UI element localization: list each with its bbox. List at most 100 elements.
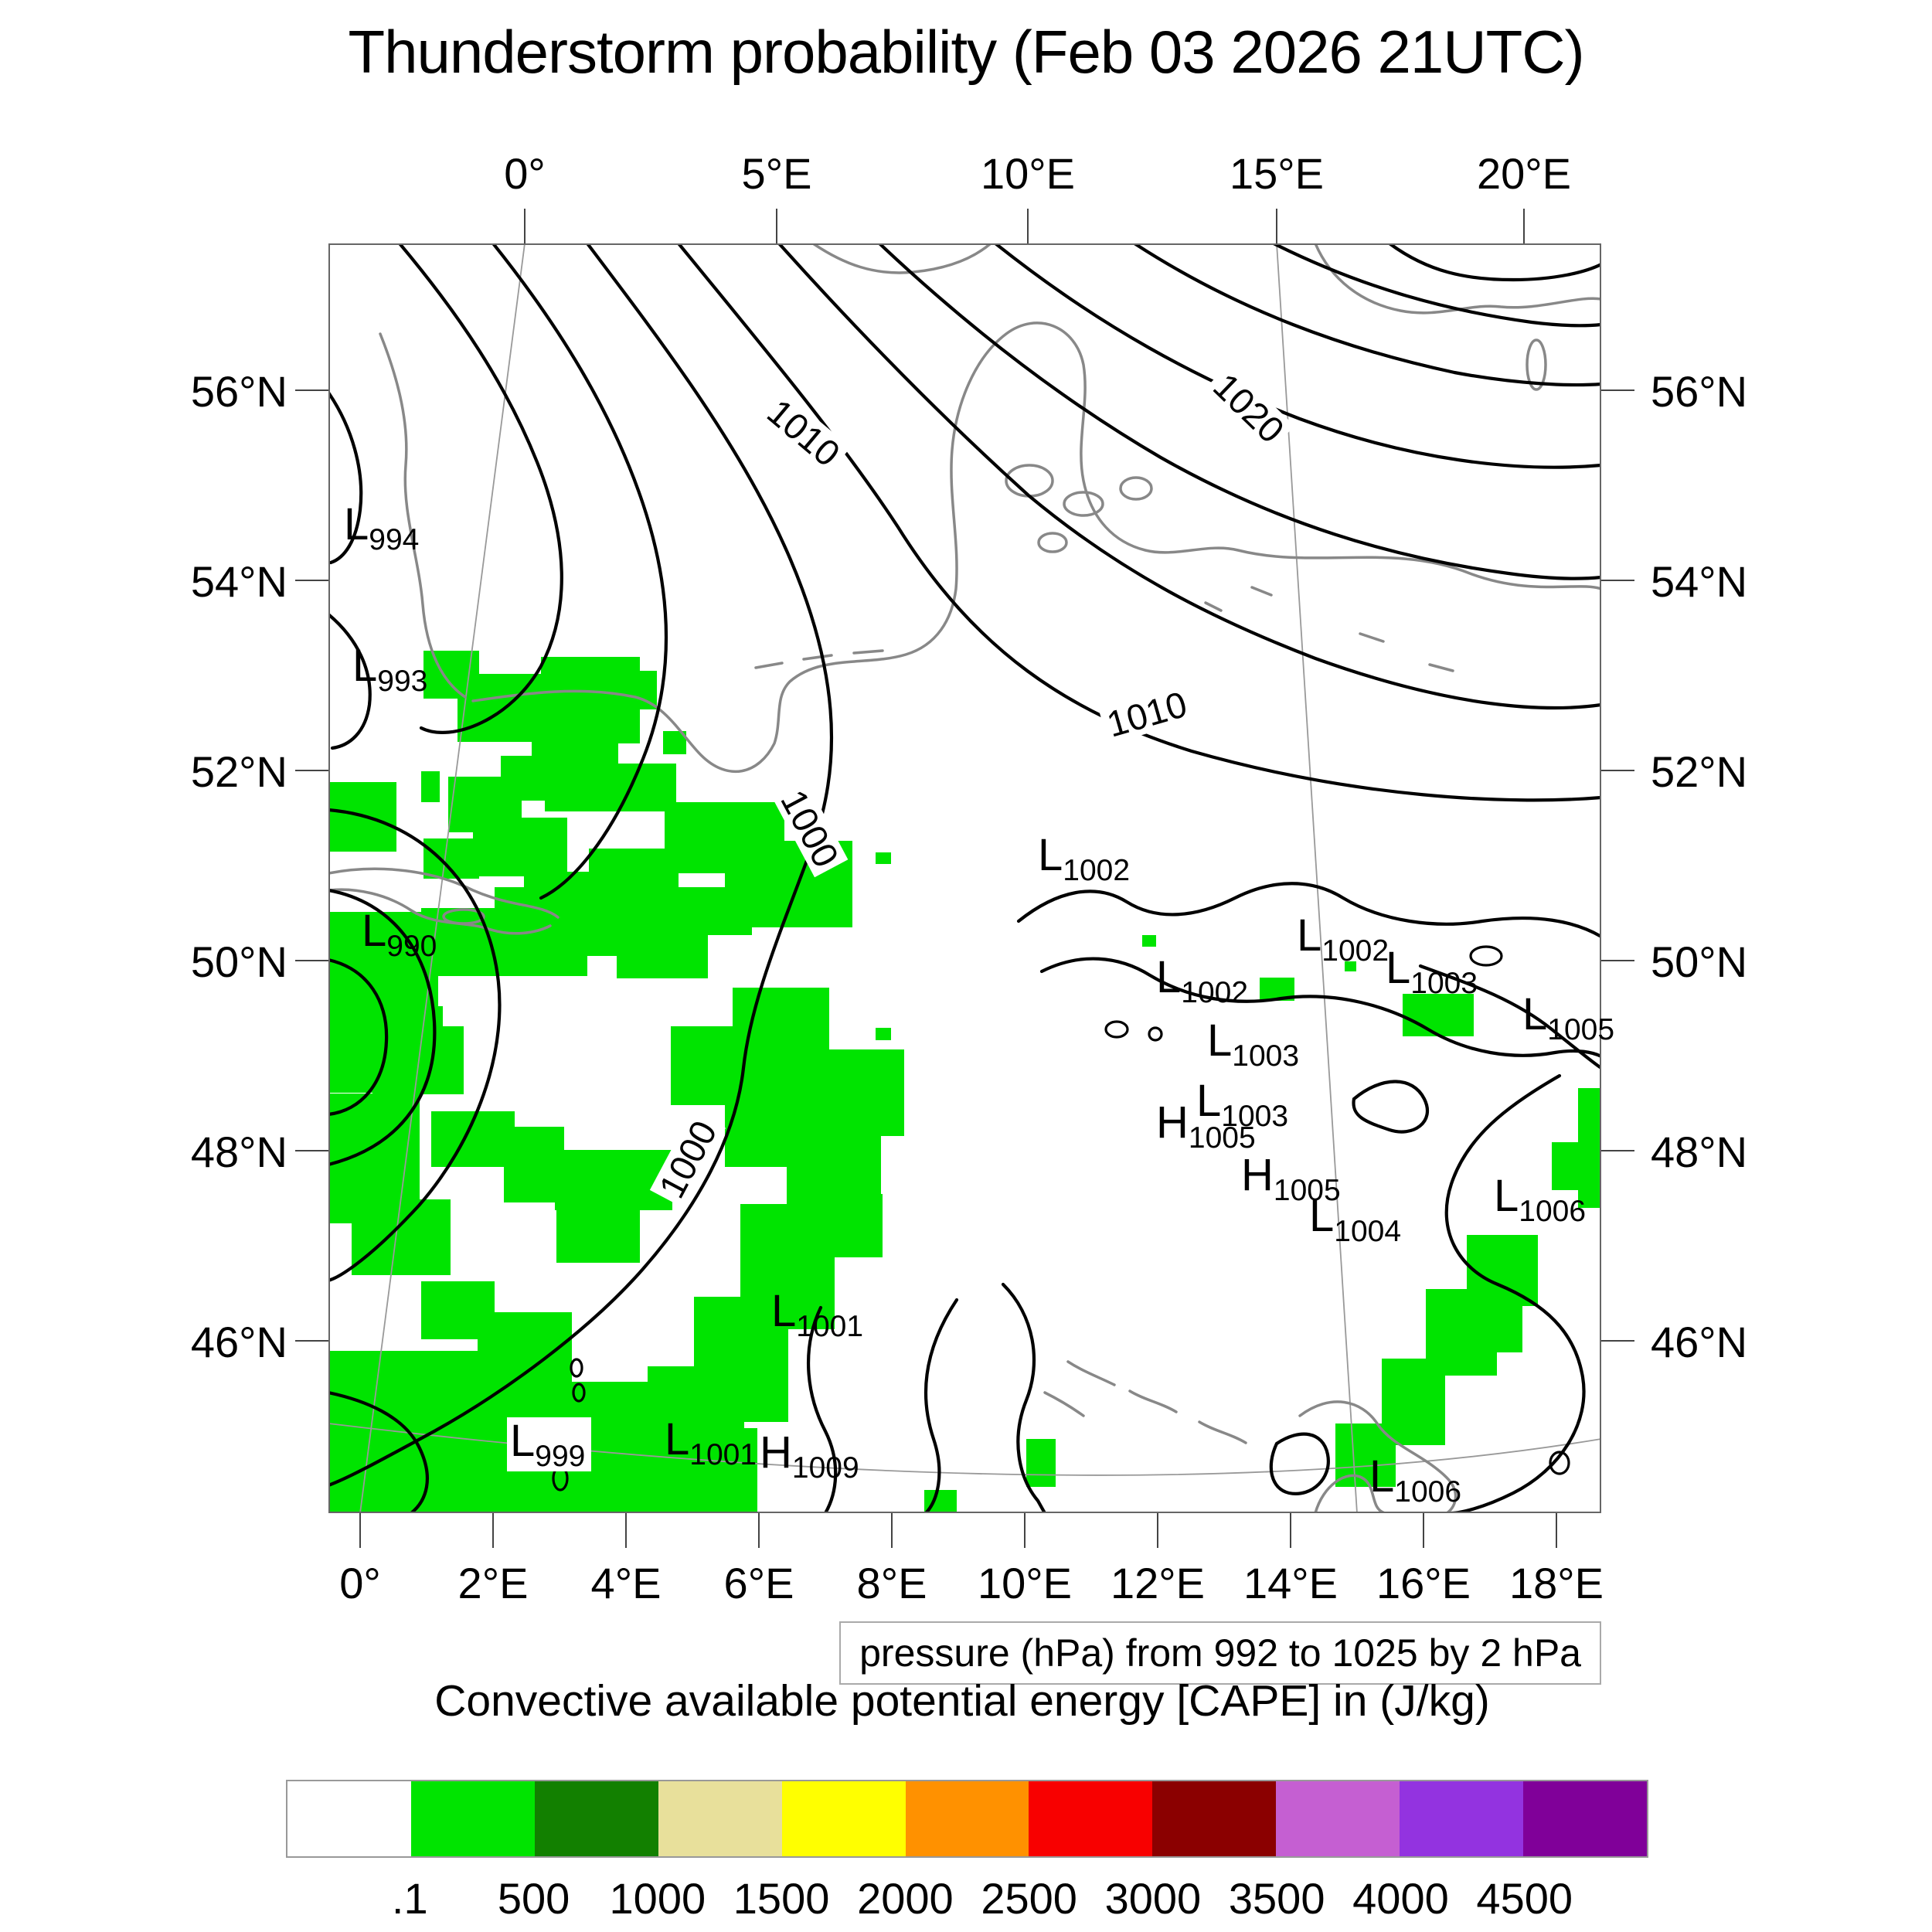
right-axis-tick xyxy=(1601,1150,1634,1151)
bottom-axis-tick xyxy=(1157,1513,1158,1548)
left-axis-label: 48°N xyxy=(190,1128,287,1176)
pressure-center-label: L1003 xyxy=(1386,946,1478,999)
bottom-axis-tick xyxy=(1423,1513,1424,1548)
pressure-center-letter: L xyxy=(771,1286,797,1336)
right-axis-tick xyxy=(1601,770,1634,771)
bottom-axis-tick xyxy=(625,1513,627,1548)
top-axis-tick xyxy=(1027,209,1029,243)
pressure-center-value: 990 xyxy=(386,930,437,963)
top-axis-tick xyxy=(524,209,526,243)
right-axis-tick xyxy=(1601,580,1634,581)
pressure-center-label: L1002 xyxy=(1156,955,1248,1009)
pressure-center-value: 1001 xyxy=(796,1310,864,1343)
pressure-center-value: 1003 xyxy=(1410,967,1478,1000)
pressure-center-label: L1001 xyxy=(665,1414,757,1471)
left-axis-tick xyxy=(295,580,328,581)
colorbar-tick-label: 3000 xyxy=(1104,1874,1202,1923)
pressure-center-label: L1006 xyxy=(1369,1451,1461,1508)
bottom-axis-label: 10°E xyxy=(977,1559,1073,1607)
colorbar-segment xyxy=(1276,1781,1400,1856)
pressure-center-label: L1002 xyxy=(1038,833,1130,886)
right-axis-label: 54°N xyxy=(1651,557,1748,606)
colorbar-tick-label: 2500 xyxy=(981,1874,1077,1923)
pressure-center-label: L1002 xyxy=(1297,910,1389,967)
pressure-center-letter: H xyxy=(760,1427,792,1478)
left-axis-tick xyxy=(295,1150,328,1151)
colorbar-tick-label: 4500 xyxy=(1476,1874,1573,1923)
weather-map xyxy=(328,243,1601,1513)
colorbar-tick-label: 500 xyxy=(497,1874,570,1923)
pressure-center-value: 1005 xyxy=(1188,1121,1256,1155)
top-axis-label: 15°E xyxy=(1229,149,1325,198)
left-axis-label: 54°N xyxy=(190,557,287,606)
colorbar-tick-label: 3500 xyxy=(1228,1874,1325,1923)
pressure-center-letter: H xyxy=(1156,1097,1189,1148)
bottom-axis-label: 2°E xyxy=(457,1559,529,1607)
pressure-center-letter: L xyxy=(1207,1015,1233,1066)
colorbar-segment xyxy=(1400,1781,1524,1856)
pressure-center-value: 1005 xyxy=(1547,1013,1615,1046)
bottom-axis-tick xyxy=(758,1513,760,1548)
pressure-center-value: 1009 xyxy=(791,1451,859,1485)
pressure-center-value: 1004 xyxy=(1334,1215,1402,1248)
colorbar-segment xyxy=(534,1781,658,1856)
right-axis-tick xyxy=(1601,389,1634,391)
pressure-center-label: H1005 xyxy=(1156,1097,1256,1154)
top-axis-label: 0° xyxy=(504,149,546,198)
top-axis-tick xyxy=(1523,209,1525,243)
pressure-center-label: L1003 xyxy=(1196,1079,1288,1132)
colorbar-segment xyxy=(287,1781,411,1856)
pressure-center-letter: L xyxy=(1369,1451,1395,1502)
right-axis-label: 56°N xyxy=(1651,367,1748,416)
pressure-center-label: H1005 xyxy=(1241,1153,1341,1206)
pressure-center-letter: L xyxy=(665,1414,690,1464)
pressure-center-value: 993 xyxy=(377,665,428,698)
colorbar-segment xyxy=(658,1781,782,1856)
top-axis-tick xyxy=(776,209,777,243)
bottom-axis-label: 6°E xyxy=(723,1559,794,1607)
pressure-center-value: 1002 xyxy=(1181,976,1249,1009)
right-axis-label: 46°N xyxy=(1651,1318,1748,1366)
left-axis-label: 56°N xyxy=(190,367,287,416)
colorbar-segment xyxy=(905,1781,1029,1856)
left-axis-label: 46°N xyxy=(190,1318,287,1366)
bottom-axis-tick xyxy=(1556,1513,1557,1548)
colorbar-segment xyxy=(1523,1781,1647,1856)
pressure-center-letter: L xyxy=(352,641,378,691)
left-axis-tick xyxy=(295,960,328,961)
pressure-center-label: L1006 xyxy=(1494,1174,1586,1227)
pressure-caption: pressure (hPa) from 992 to 1025 by 2 hPa xyxy=(839,1621,1601,1685)
pressure-center-label: L1004 xyxy=(1309,1191,1401,1247)
bottom-axis-tick xyxy=(492,1513,494,1548)
pressure-center-value: 1001 xyxy=(689,1438,757,1471)
top-axis-label: 5°E xyxy=(741,149,812,198)
colorbar-segment xyxy=(781,1781,906,1856)
pressure-center-value: 1003 xyxy=(1221,1100,1289,1133)
left-axis-tick xyxy=(295,1340,328,1342)
coastline-layer xyxy=(328,243,1601,1513)
pressure-center-value: 1003 xyxy=(1232,1039,1300,1073)
colorbar xyxy=(286,1780,1648,1858)
top-axis-tick xyxy=(1276,209,1277,243)
left-axis-label: 50°N xyxy=(190,937,287,986)
colorbar-tick-label: 1500 xyxy=(733,1874,830,1923)
colorbar-tick-label: 2000 xyxy=(857,1874,954,1923)
pressure-center-label: L994 xyxy=(344,502,419,556)
colorbar-segment xyxy=(1152,1781,1277,1856)
pressure-center-label: L999 xyxy=(507,1417,592,1473)
left-axis-tick xyxy=(295,389,328,391)
bottom-axis-label: 14°E xyxy=(1243,1559,1338,1607)
bottom-axis-tick xyxy=(1024,1513,1026,1548)
pressure-center-letter: L xyxy=(362,906,387,956)
right-axis-tick xyxy=(1601,1340,1634,1342)
right-axis-tick xyxy=(1601,960,1634,961)
pressure-center-value: 999 xyxy=(535,1440,586,1473)
pressure-center-letter: L xyxy=(1297,910,1322,961)
pressure-center-letter: L xyxy=(1309,1191,1335,1241)
pressure-center-label: L1001 xyxy=(771,1286,863,1342)
pressure-center-label: L1003 xyxy=(1207,1019,1299,1072)
map-frame xyxy=(328,243,1601,1513)
bottom-axis-label: 18°E xyxy=(1509,1559,1604,1607)
pressure-center-value: 1002 xyxy=(1321,934,1389,968)
left-axis-label: 52°N xyxy=(190,747,287,796)
